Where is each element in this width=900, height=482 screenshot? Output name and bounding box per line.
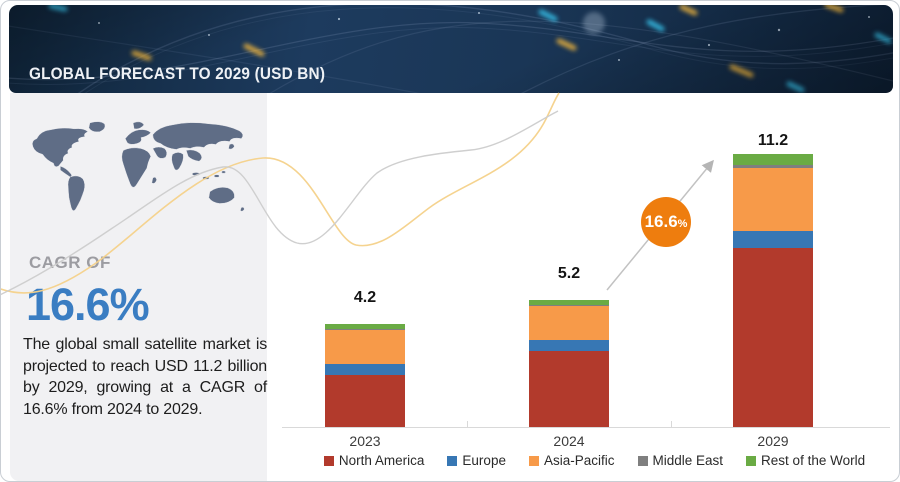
axis-tick xyxy=(467,421,468,428)
legend-item-rest-of-the-world: Rest of the World xyxy=(746,453,865,468)
legend-item-middle-east: Middle East xyxy=(637,453,724,468)
bar-total-label: 11.2 xyxy=(757,132,789,150)
x-axis-line xyxy=(282,427,890,428)
bar-total-label: 5.2 xyxy=(557,264,581,282)
header-title: GLOBAL FORECAST TO 2029 (USD BN) xyxy=(29,65,326,83)
bar-segment-north-america xyxy=(733,248,813,427)
legend-swatch xyxy=(528,456,539,466)
x-axis-category-label: 2024 xyxy=(553,433,585,449)
legend-swatch xyxy=(447,456,458,466)
legend-item-asia-pacific: Asia-Pacific xyxy=(528,453,615,468)
bar-total-label: 4.2 xyxy=(353,288,377,306)
bar-segment-europe xyxy=(529,340,609,352)
legend-label: Asia-Pacific xyxy=(543,453,615,468)
market-description: The global small satellite market is pro… xyxy=(23,336,267,418)
x-axis-category-label: 2023 xyxy=(349,433,381,449)
bar-segment-middle-east xyxy=(733,165,813,169)
bar-segment-asia-pacific xyxy=(733,168,813,231)
legend-swatch xyxy=(746,456,757,466)
bar-segment-rest-of-the-world xyxy=(733,154,813,166)
legend-label: Rest of the World xyxy=(761,453,866,468)
legend-swatch xyxy=(323,456,334,466)
bar-segment-middle-east xyxy=(325,329,405,331)
bar-segment-europe xyxy=(733,230,813,249)
legend-item-europe: Europe xyxy=(447,453,506,468)
legend-label: Europe xyxy=(462,453,506,468)
cagr-badge-percent: % xyxy=(677,218,688,230)
bar-segment-europe xyxy=(325,364,405,376)
x-axis-category-label: 2029 xyxy=(757,433,789,449)
bar-segment-rest-of-the-world xyxy=(529,299,609,306)
legend-label: Middle East xyxy=(652,453,724,468)
cagr-badge: 16.6 % xyxy=(641,197,691,247)
chart-legend: North America Europe Asia-Pacific Middle Ea… xyxy=(266,453,893,468)
header-shade-overlay xyxy=(9,5,893,93)
cagr-badge-value: 16.6 xyxy=(644,212,678,231)
bar-segment-north-america xyxy=(325,375,405,427)
bar-segment-rest-of-the-world xyxy=(325,323,405,330)
bar-segment-asia-pacific xyxy=(325,330,405,365)
legend-item-north-america: North America xyxy=(323,453,425,468)
axis-tick xyxy=(671,421,672,428)
legend-label: North America xyxy=(338,453,425,468)
bar-segment-north-america xyxy=(529,351,609,427)
header-banner: GLOBAL FORECAST TO 2029 (USD BN) xyxy=(9,5,893,93)
legend-swatch xyxy=(637,456,648,466)
bar-segment-asia-pacific xyxy=(529,306,609,341)
header-network-art xyxy=(9,5,893,93)
bar-segment-middle-east xyxy=(529,305,609,307)
